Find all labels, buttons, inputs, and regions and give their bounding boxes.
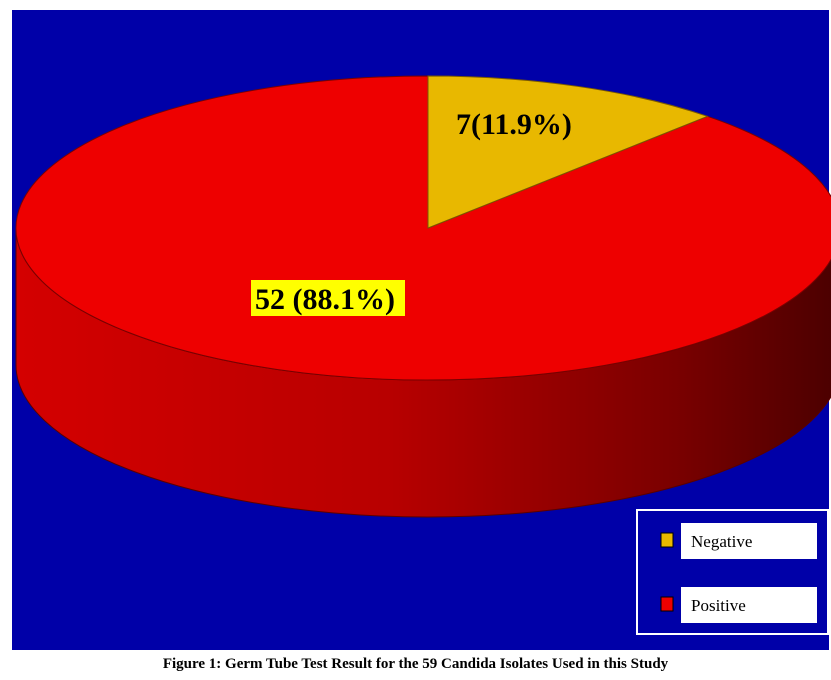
legend: Negative Positive	[636, 509, 829, 635]
pie-chart: 7(11.9%) 52 (88.1%) Negative Positive	[12, 10, 831, 650]
legend-swatch-positive	[660, 596, 674, 612]
data-label-positive-highlight	[251, 280, 405, 316]
legend-label-positive: Positive	[691, 596, 746, 615]
pie-slice-negative	[427, 75, 709, 229]
data-label-positive: 52 (88.1%)	[255, 283, 395, 316]
pie-slice-positive	[15, 75, 831, 381]
data-label-negative: 7(11.9%)	[456, 108, 572, 141]
figure-caption: Figure 1: Germ Tube Test Result for the …	[162, 656, 669, 672]
legend-label-box-positive	[681, 587, 817, 623]
legend-swatch-negative	[660, 532, 674, 548]
legend-label-negative: Negative	[691, 532, 752, 551]
legend-label-box-negative	[681, 523, 817, 559]
legend-frame	[636, 509, 829, 635]
